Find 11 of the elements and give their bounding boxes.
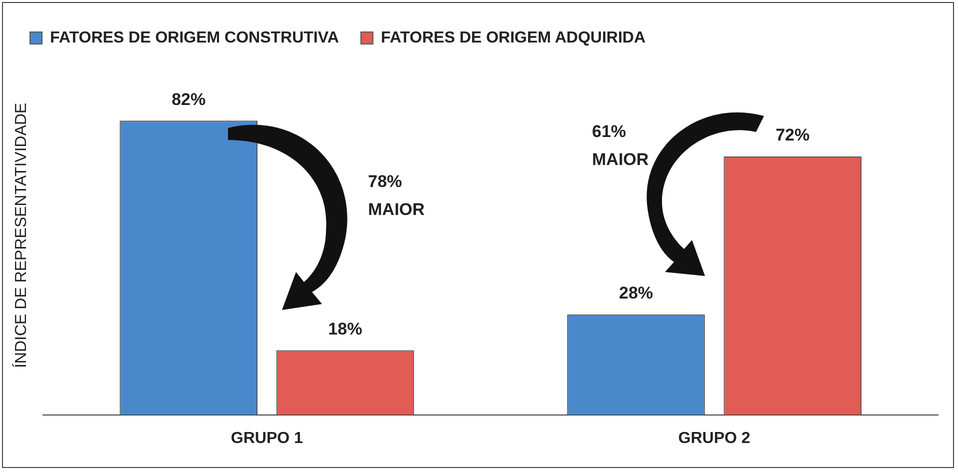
x-tick-label: GRUPO 2 xyxy=(678,430,750,447)
data-label: 82% xyxy=(172,90,206,109)
data-label: 28% xyxy=(618,284,654,303)
annotation: 78% MAIOR xyxy=(368,171,426,221)
x-tick-label: GRUPO 1 xyxy=(230,430,304,447)
data-label: 18% xyxy=(328,319,362,338)
annotation: 61% MAIOR xyxy=(592,121,650,171)
data-label: 72% xyxy=(776,126,810,145)
y-axis-title: ÍNDICE DE REPRESENTATIVIDADE xyxy=(12,102,30,368)
legend-label: FATORES DE ORIGEM CONSTRUTIVA xyxy=(50,29,340,46)
legend-label: FATORES DE ORIGEM ADQUIRIDA xyxy=(380,29,646,46)
